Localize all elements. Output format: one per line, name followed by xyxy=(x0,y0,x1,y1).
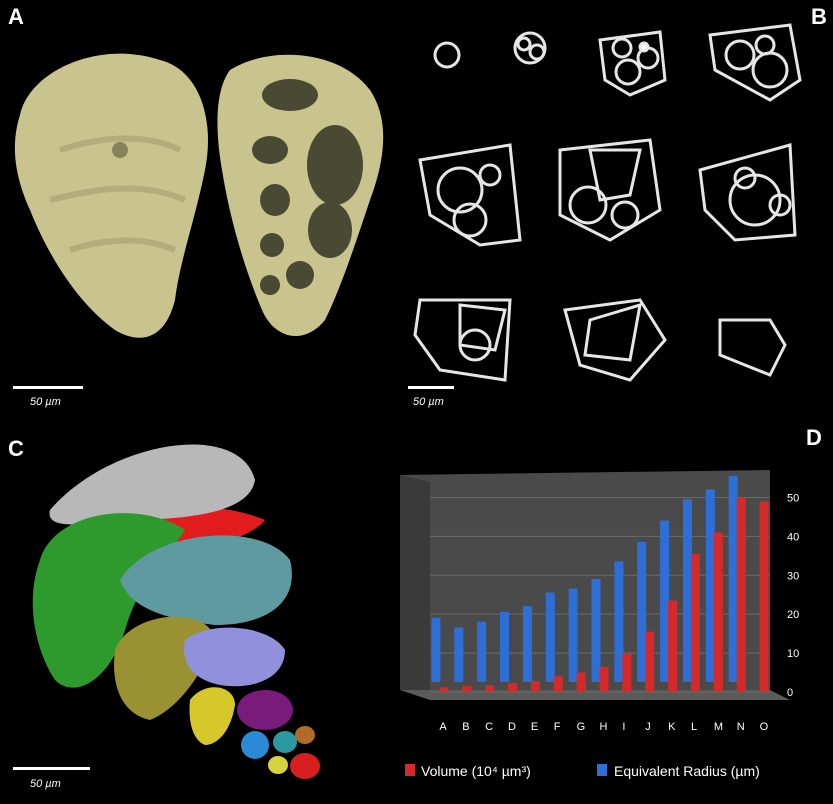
x-tick-label: K xyxy=(668,721,676,733)
bar-volume xyxy=(736,497,746,692)
bar-radius xyxy=(705,489,715,682)
x-tick-label: C xyxy=(485,721,493,733)
panel-label-b: B xyxy=(811,4,827,29)
panel-c-chambers xyxy=(32,444,320,779)
x-tick-label: G xyxy=(577,721,586,733)
bar-radius xyxy=(591,578,601,682)
legend-label-radius: Equivalent Radius (µm) xyxy=(614,763,760,779)
x-tick-label: H xyxy=(600,721,608,733)
bar-volume xyxy=(508,683,518,692)
x-tick-label: O xyxy=(760,721,769,733)
panel-label-a: A xyxy=(8,4,24,29)
panel-a-shell-section xyxy=(217,54,384,337)
bar-radius xyxy=(545,592,555,682)
x-tick-label: L xyxy=(691,721,697,733)
bar-radius xyxy=(568,588,578,682)
bar-radius xyxy=(614,561,624,682)
y-tick-label: 30 xyxy=(787,570,799,582)
bar-radius xyxy=(454,627,464,682)
panel-d-chart: A B C D E F G H I J K L M N O 0 10 20 30 40 50 xyxy=(400,470,799,733)
bar-volume xyxy=(668,600,678,692)
bar-radius xyxy=(477,621,487,682)
chart-x-ticks: A B C D E F G H I J K L M N O xyxy=(439,721,768,733)
bar-volume xyxy=(599,666,609,692)
y-tick-label: 0 xyxy=(787,687,793,699)
bar-volume xyxy=(553,676,563,692)
x-tick-label: E xyxy=(531,721,538,733)
bar-volume xyxy=(759,501,769,692)
y-tick-label: 40 xyxy=(787,531,799,543)
scale-label-b: 50 µm xyxy=(413,396,444,408)
x-tick-label: M xyxy=(714,721,723,733)
scale-label-a: 50 µm xyxy=(30,396,61,408)
chart-legend: Volume (10⁴ µm³) Equivalent Radius (µm) xyxy=(405,763,760,779)
bar-radius xyxy=(660,520,670,682)
bar-radius xyxy=(431,617,441,682)
x-tick-label: A xyxy=(439,721,447,733)
chart-y-ticks: 0 10 20 30 40 50 xyxy=(787,492,799,699)
bar-radius xyxy=(728,475,738,682)
bar-radius xyxy=(522,606,532,682)
x-tick-label: F xyxy=(554,721,561,733)
y-tick-label: 20 xyxy=(787,609,799,621)
x-tick-label: J xyxy=(645,721,651,733)
bar-radius xyxy=(682,499,692,682)
panel-label-d: D xyxy=(806,425,822,450)
bar-volume xyxy=(485,684,495,692)
bar-radius xyxy=(637,541,647,682)
bar-volume xyxy=(690,553,700,692)
bar-volume xyxy=(645,631,655,692)
x-tick-label: I xyxy=(622,721,625,733)
bar-volume xyxy=(576,672,586,692)
scale-label-c: 50 µm xyxy=(30,778,61,790)
bar-volume xyxy=(530,681,540,692)
chart-bars xyxy=(431,475,769,692)
legend-swatch-radius xyxy=(597,764,607,776)
scale-bar-a xyxy=(13,386,83,389)
panel-b-sections xyxy=(413,23,802,382)
scale-bar-b xyxy=(408,386,454,389)
x-tick-label: N xyxy=(737,721,745,733)
legend-swatch-volume xyxy=(405,764,415,776)
panel-a-shell-exterior xyxy=(14,53,208,338)
y-tick-label: 50 xyxy=(787,492,799,504)
bar-radius xyxy=(500,611,510,682)
y-tick-label: 10 xyxy=(787,648,799,660)
scale-bar-c xyxy=(13,767,90,770)
bar-volume xyxy=(622,653,632,692)
legend-label-volume: Volume (10⁴ µm³) xyxy=(421,763,531,779)
x-tick-label: D xyxy=(508,721,516,733)
bar-volume xyxy=(439,687,449,692)
bar-volume xyxy=(462,686,472,692)
bar-volume xyxy=(713,532,723,692)
panel-label-c: C xyxy=(8,436,24,461)
x-tick-label: B xyxy=(462,721,469,733)
